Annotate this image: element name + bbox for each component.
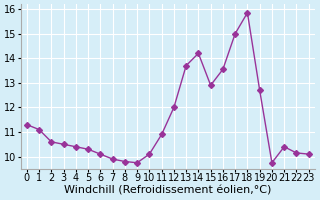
X-axis label: Windchill (Refroidissement éolien,°C): Windchill (Refroidissement éolien,°C): [64, 186, 271, 196]
